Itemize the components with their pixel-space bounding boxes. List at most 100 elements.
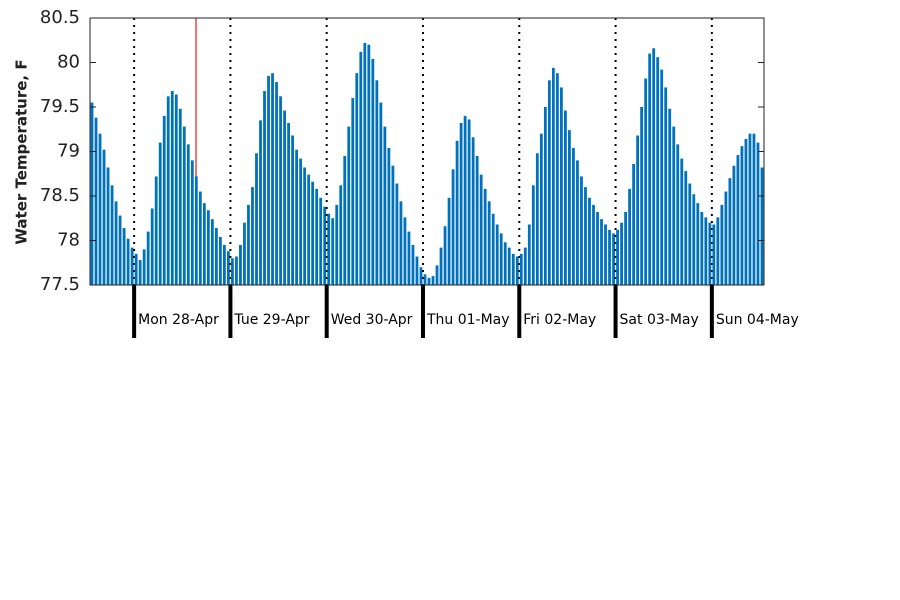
bar [110, 185, 114, 285]
bar [335, 204, 339, 285]
bar [471, 137, 475, 285]
bar [511, 253, 515, 285]
bar [118, 215, 122, 285]
bar [198, 191, 202, 285]
bar [539, 133, 543, 285]
bar [210, 219, 214, 285]
y-tick-label: 78 [57, 230, 80, 251]
bar [531, 185, 535, 285]
bar [459, 123, 463, 286]
bar [214, 228, 218, 285]
bar [712, 224, 716, 285]
bar [182, 126, 186, 285]
bar [668, 108, 672, 285]
bar [239, 244, 242, 285]
bar [423, 274, 427, 285]
bar [592, 204, 595, 285]
bar [487, 201, 491, 285]
bar [608, 229, 611, 285]
bar [315, 188, 319, 285]
bar [411, 244, 415, 285]
bar [716, 217, 720, 285]
bar [491, 213, 495, 285]
bar [102, 149, 106, 285]
bar [339, 185, 343, 285]
bar [523, 247, 527, 285]
bar [572, 147, 575, 285]
bar [323, 206, 327, 285]
bar [98, 133, 102, 285]
bar [367, 44, 371, 286]
bar [752, 133, 756, 285]
bar [275, 82, 278, 285]
bar [648, 53, 652, 285]
bar [495, 224, 499, 285]
bar [672, 126, 676, 285]
bar [243, 222, 246, 285]
bar [251, 187, 254, 285]
bar [375, 80, 379, 285]
bar [435, 265, 439, 285]
bar [311, 181, 315, 285]
bar [134, 253, 138, 285]
bar [443, 226, 447, 285]
bar [283, 110, 286, 285]
bar [499, 233, 503, 285]
bar [720, 204, 724, 285]
y-tick-label: 80.5 [40, 7, 80, 28]
bar [447, 197, 451, 285]
day-label: Thu 01-May [426, 312, 510, 328]
bar [227, 251, 230, 285]
bar [551, 67, 555, 285]
bar [483, 188, 487, 285]
bar [559, 87, 563, 285]
bar [596, 212, 599, 285]
bar [150, 208, 154, 285]
bar [331, 218, 335, 285]
bar [507, 247, 511, 285]
bar [604, 224, 607, 285]
bar [222, 244, 226, 285]
bar [748, 133, 752, 285]
bar [126, 238, 130, 285]
y-tick-label: 78.5 [40, 185, 80, 206]
day-label: Tue 29-Apr [233, 312, 309, 328]
bar [291, 135, 295, 285]
bar [636, 135, 640, 285]
bar [247, 204, 250, 285]
bar [576, 160, 579, 285]
bar [295, 149, 299, 285]
bar [688, 183, 692, 285]
bar [543, 107, 547, 285]
bar [351, 98, 355, 285]
day-label: Mon 28-Apr [138, 312, 219, 328]
bar [479, 174, 483, 285]
bar [475, 155, 479, 285]
bar [588, 197, 591, 285]
bar [186, 144, 190, 285]
bar [319, 197, 323, 285]
plot-frame [89, 17, 765, 286]
bar [162, 115, 166, 286]
bar [415, 256, 419, 285]
day-label: Sat 03-May [620, 312, 699, 328]
bar [624, 212, 627, 285]
bar [391, 165, 395, 285]
bar [660, 69, 664, 286]
bar [644, 78, 648, 286]
bar [166, 96, 170, 285]
bar [724, 191, 728, 285]
bar [692, 194, 696, 285]
bar [383, 126, 387, 285]
bar [616, 229, 619, 285]
bar [431, 276, 435, 285]
bar [407, 231, 411, 285]
bar [640, 107, 644, 285]
bar [231, 258, 234, 285]
bar [612, 233, 615, 285]
bar [122, 228, 126, 285]
bar [527, 224, 531, 285]
bar [255, 153, 258, 285]
bar [146, 231, 150, 285]
